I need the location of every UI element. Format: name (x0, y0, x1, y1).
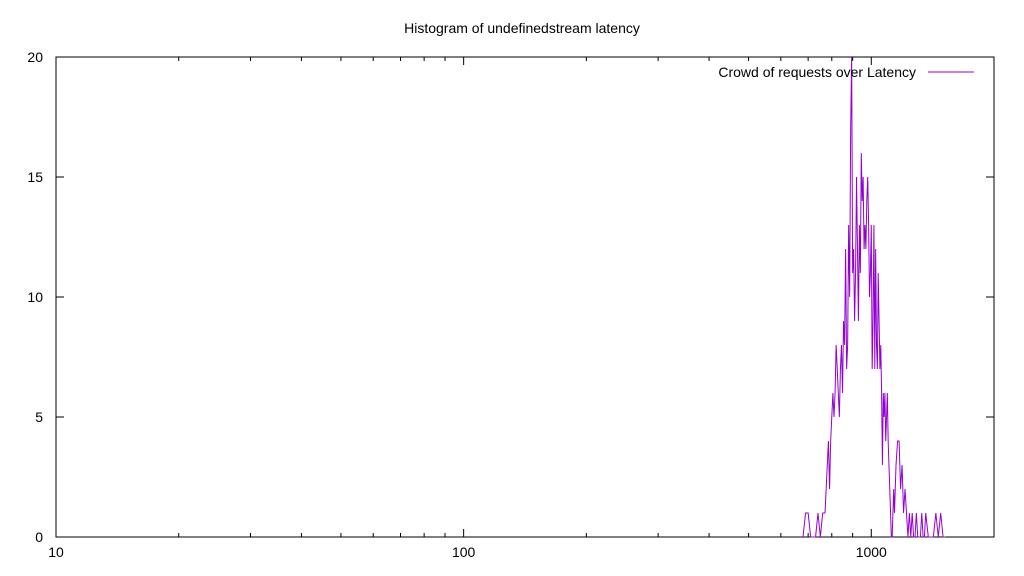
x-tick-label: 10 (48, 544, 64, 560)
plot-frame (55, 56, 995, 538)
y-tick-label: 20 (27, 49, 43, 65)
y-tick-label: 0 (35, 529, 43, 545)
chart-title: Histogram of undefinedstream latency (404, 20, 640, 36)
y-tick-label: 15 (27, 169, 43, 185)
x-tick-label: 1000 (856, 544, 887, 560)
y-tick-label: 5 (35, 409, 43, 425)
x-axis: 10 100 1000 (48, 57, 995, 560)
y-axis: 0 5 10 15 20 (27, 49, 994, 545)
y-tick-label: 10 (27, 289, 43, 305)
x-tick-label: 100 (452, 544, 476, 560)
series-layer (802, 56, 946, 538)
legend: Crowd of requests over Latency (718, 64, 974, 80)
series-line (802, 56, 946, 538)
legend-label: Crowd of requests over Latency (718, 64, 916, 80)
